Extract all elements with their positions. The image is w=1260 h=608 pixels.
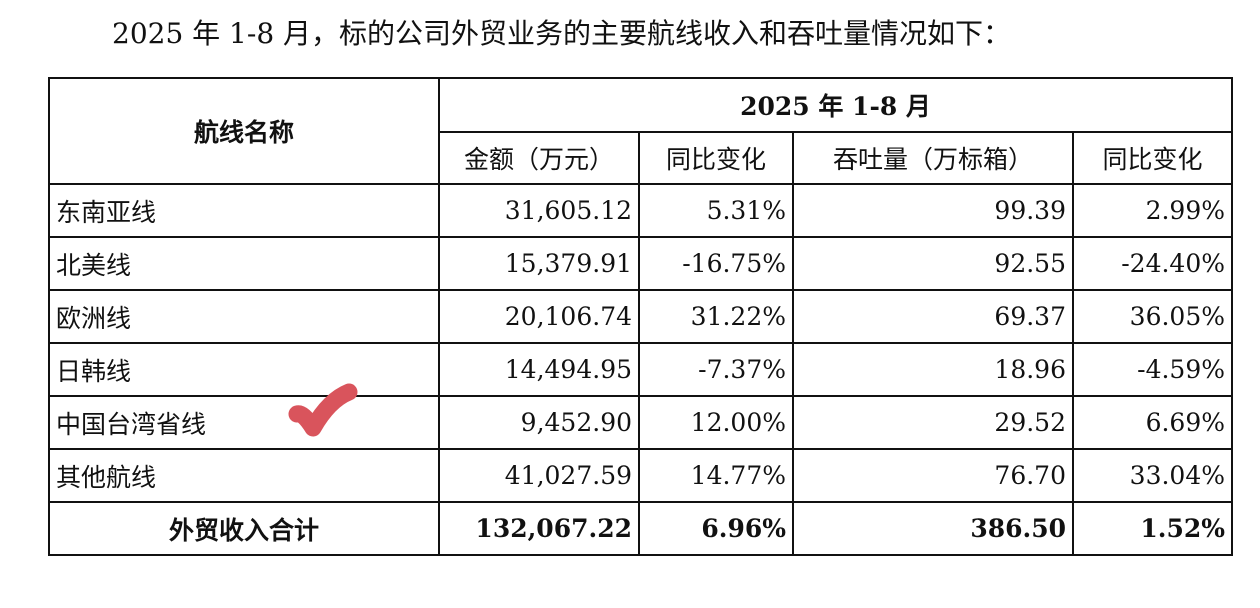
header-row-2: 金额（万元） 同比变化 吞吐量（万标箱） 同比变化 [49, 131, 1233, 185]
volume-yoy-cell: -24.40% [1072, 236, 1233, 291]
table-row: 北美线 15,379.91 -16.75% 92.55 -24.40% [48, 236, 1233, 291]
table-row: 日韩线 14,494.95 -7.37% 18.96 -4.59% [48, 342, 1233, 397]
volume-yoy-cell: -4.59% [1072, 342, 1233, 397]
volume-yoy-header: 同比变化 [1072, 131, 1233, 185]
amount-cell: 41,027.59 [438, 448, 640, 503]
amount-cell: 14,494.95 [438, 342, 640, 397]
amount-cell: 31,605.12 [438, 183, 640, 238]
table-row: 其他航线 41,027.59 14.77% 76.70 33.04% [48, 448, 1233, 503]
volume-cell: 18.96 [792, 342, 1074, 397]
route-name-cell: 欧洲线 [48, 289, 440, 344]
table-row: 东南亚线 31,605.12 5.31% 99.39 2.99% [48, 183, 1233, 238]
route-name-cell: 北美线 [48, 236, 440, 291]
amount-yoy-cell: 14.77% [638, 448, 794, 503]
route-name-cell: 东南亚线 [48, 183, 440, 238]
amount-yoy-cell: -16.75% [638, 236, 794, 291]
amount-yoy-header: 同比变化 [638, 131, 794, 185]
table-row: 中国台湾省线 9,452.90 12.00% 29.52 6.69% [48, 395, 1233, 450]
volume-yoy-cell: 33.04% [1072, 448, 1233, 503]
volume-yoy-cell: 2.99% [1072, 183, 1233, 238]
amount-header: 金额（万元） [438, 131, 640, 185]
route-name-header: 航线名称 [48, 77, 440, 185]
amount-cell: 20,106.74 [438, 289, 640, 344]
route-name-cell: 其他航线 [48, 448, 440, 503]
amount-yoy-cell: 31.22% [638, 289, 794, 344]
volume-cell: 76.70 [792, 448, 1074, 503]
total-volume: 386.50 [792, 501, 1074, 556]
total-row: 外贸收入合计 132,067.22 6.96% 386.50 1.52% [48, 501, 1233, 556]
intro-text: 2025 年 1-8 月，标的公司外贸业务的主要航线收入和吞吐量情况如下： [112, 17, 1012, 50]
total-volume-yoy: 1.52% [1072, 501, 1233, 556]
total-amount: 132,067.22 [438, 501, 640, 556]
amount-yoy-cell: 12.00% [638, 395, 794, 450]
total-label: 外贸收入合计 [48, 501, 440, 556]
volume-cell: 92.55 [792, 236, 1074, 291]
volume-header: 吞吐量（万标箱） [792, 131, 1074, 185]
route-name-cell: 中国台湾省线 [48, 395, 440, 450]
volume-cell: 29.52 [792, 395, 1074, 450]
total-amount-yoy: 6.96% [638, 501, 794, 556]
table-row: 欧洲线 20,106.74 31.22% 69.37 36.05% [48, 289, 1233, 344]
volume-yoy-cell: 36.05% [1072, 289, 1233, 344]
volume-cell: 99.39 [792, 183, 1074, 238]
volume-cell: 69.37 [792, 289, 1074, 344]
amount-cell: 15,379.91 [438, 236, 640, 291]
route-revenue-table: 航线名称 2025 年 1-8 月 金额（万元） 同比变化 吞吐量（万标箱） 同… [48, 77, 1233, 556]
amount-cell: 9,452.90 [438, 395, 640, 450]
route-name-cell: 日韩线 [48, 342, 440, 397]
period-header: 2025 年 1-8 月 [438, 77, 1233, 133]
amount-yoy-cell: -7.37% [638, 342, 794, 397]
amount-yoy-cell: 5.31% [638, 183, 794, 238]
volume-yoy-cell: 6.69% [1072, 395, 1233, 450]
header-row-1: 航线名称 2025 年 1-8 月 [48, 77, 1233, 185]
